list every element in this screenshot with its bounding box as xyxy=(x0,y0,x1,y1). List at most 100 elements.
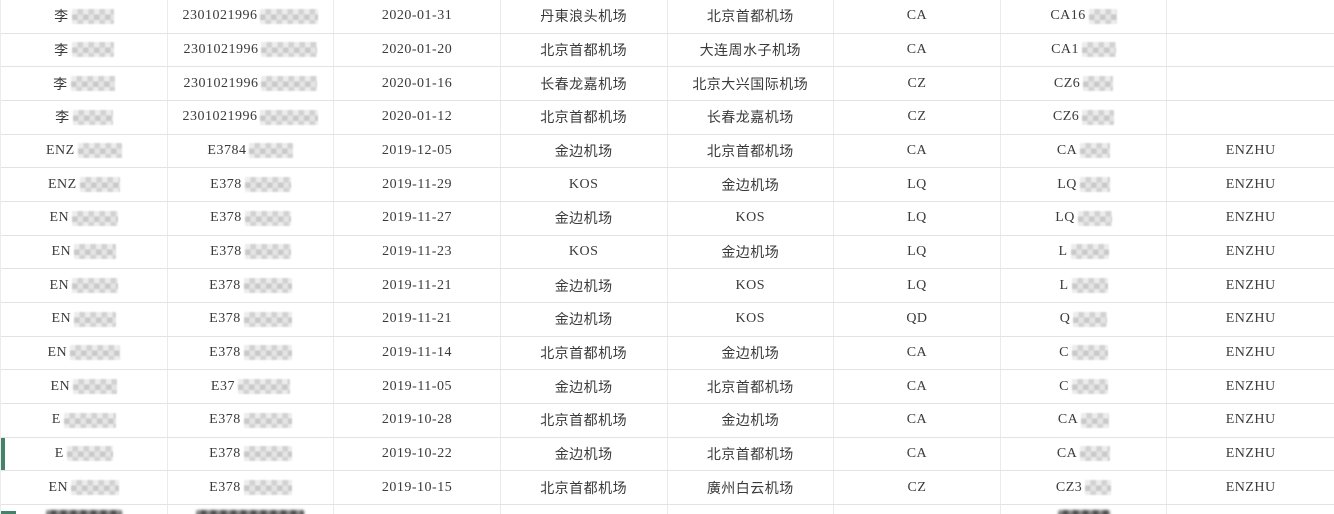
cell-id-number[interactable]: E378 xyxy=(168,168,335,201)
cell-passenger-code[interactable] xyxy=(1167,34,1334,67)
cell-flight-number[interactable]: C xyxy=(1001,336,1168,370)
cell-airline-code[interactable]: CA xyxy=(834,0,1001,33)
cell-flight-date[interactable]: 2020-01-16 xyxy=(334,67,501,100)
cell-name[interactable]: 李 xyxy=(1,67,168,100)
cell-id-number[interactable]: E378 xyxy=(168,201,335,235)
cell-id-number[interactable]: 2301021996 xyxy=(168,67,335,100)
cell-id-number[interactable]: E378 xyxy=(168,471,335,504)
cell-arrival-airport[interactable]: 北京首都机场 xyxy=(668,437,835,471)
cell-departure-airport[interactable]: 北京首都机场 xyxy=(501,33,668,67)
cell-departure-airport[interactable]: 金边机场 xyxy=(501,201,668,235)
cell-passenger-code[interactable]: ENZHU xyxy=(1167,236,1334,269)
cell-flight-date[interactable]: 2019-11-27 xyxy=(334,201,501,235)
cell-flight-number[interactable]: LQ xyxy=(1001,201,1168,235)
cell-passenger-code[interactable]: ENZHU xyxy=(1167,438,1334,471)
cell-name[interactable]: 李 xyxy=(1,33,168,67)
cell-departure-airport[interactable]: 北京首都机场 xyxy=(501,471,668,504)
cell-airline-code[interactable]: LQ xyxy=(834,201,1001,235)
cell-id-number[interactable]: E378 xyxy=(168,269,335,302)
cell-name[interactable]: 李 xyxy=(1,0,168,33)
cell-flight-date[interactable]: 2019-10-15 xyxy=(334,471,501,504)
cell-departure-airport[interactable]: 金边机场 xyxy=(501,269,668,302)
cell-departure-airport[interactable]: 金边机场 xyxy=(501,370,668,403)
cell-id-number[interactable]: E378 xyxy=(168,437,335,471)
cell-flight-date[interactable]: 2019-11-21 xyxy=(334,269,501,302)
cell-flight-date[interactable]: 2020-01-12 xyxy=(334,100,501,134)
cell-departure-airport[interactable]: KOS xyxy=(501,168,668,201)
cell-flight-number[interactable]: L xyxy=(1001,269,1168,302)
cell-id-number[interactable]: 2301021996 xyxy=(168,33,335,67)
cell-id-number[interactable]: 2301021996 xyxy=(168,0,335,33)
cell-name[interactable]: E xyxy=(1,403,168,437)
cell-airline-code[interactable]: CZ xyxy=(834,471,1001,504)
cell-name[interactable]: EN xyxy=(1,201,168,235)
cell-name[interactable]: ENZ xyxy=(1,134,168,168)
cell-id-number[interactable]: E378 xyxy=(168,403,335,437)
cell-arrival-airport[interactable]: 北京首都机场 xyxy=(668,134,835,168)
cell-flight-date[interactable]: 2019-11-29 xyxy=(334,168,501,201)
cell-name[interactable]: E xyxy=(1,437,168,471)
cell-name[interactable]: ENZ xyxy=(1,168,168,201)
cell-departure-airport[interactable]: 长春龙嘉机场 xyxy=(501,67,668,100)
cell-airline-code[interactable]: CA xyxy=(834,370,1001,403)
cell-flight-number[interactable]: LQ xyxy=(1001,168,1168,201)
cell-flight-date[interactable]: 2020-01-20 xyxy=(334,33,501,67)
cell-airline-code[interactable]: QD xyxy=(834,302,1001,336)
cell-departure-airport[interactable]: 金边机场 xyxy=(501,134,668,168)
cell-arrival-airport[interactable]: 廣州白云机场 xyxy=(668,471,835,504)
cell-id-number[interactable]: E3784 xyxy=(168,134,335,168)
cell-name[interactable]: EN xyxy=(1,336,168,370)
cell-departure-airport[interactable]: 丹東浪头机场 xyxy=(501,0,668,33)
cell-airline-code[interactable]: CA xyxy=(834,336,1001,370)
cell-passenger-code[interactable]: ENZHU xyxy=(1167,471,1334,504)
cell-name[interactable]: EN xyxy=(1,235,168,269)
cell-flight-date[interactable]: 2019-11-05 xyxy=(334,370,501,403)
cell-passenger-code[interactable]: ENZHU xyxy=(1167,303,1334,336)
cell-flight-number[interactable]: Q xyxy=(1001,302,1168,336)
cell-flight-date[interactable]: 2019-11-21 xyxy=(334,302,501,336)
cell-name[interactable]: EN xyxy=(1,302,168,336)
cell-flight-date[interactable]: 2019-11-23 xyxy=(334,235,501,269)
cell-flight-number[interactable]: CZ6 xyxy=(1001,100,1168,134)
cell-name[interactable]: 李 xyxy=(1,100,168,134)
cell-arrival-airport[interactable]: 金边机场 xyxy=(668,168,835,201)
cell-id-number[interactable]: E378 xyxy=(168,235,335,269)
cell-flight-number[interactable]: CA16 xyxy=(1001,0,1168,33)
cell-airline-code[interactable]: CA xyxy=(834,403,1001,437)
cell-arrival-airport[interactable]: 金边机场 xyxy=(668,336,835,370)
cell-passenger-code[interactable]: ENZHU xyxy=(1167,135,1334,168)
cell-airline-code[interactable]: CA xyxy=(834,437,1001,471)
cell-airline-code[interactable]: LQ xyxy=(834,235,1001,269)
cell-arrival-airport[interactable]: 北京首都机场 xyxy=(668,0,835,33)
cell-arrival-airport[interactable]: 北京首都机场 xyxy=(668,370,835,403)
cell-flight-date[interactable]: 2019-12-05 xyxy=(334,134,501,168)
cell-id-number[interactable]: 2301021996 xyxy=(168,100,335,134)
cell-departure-airport[interactable]: 北京首都机场 xyxy=(501,100,668,134)
cell-passenger-code[interactable]: ENZHU xyxy=(1167,370,1334,403)
cell-arrival-airport[interactable]: 金边机场 xyxy=(668,403,835,437)
cell-passenger-code[interactable] xyxy=(1167,101,1334,134)
cell-departure-airport[interactable]: 北京首都机场 xyxy=(501,336,668,370)
cell-flight-number[interactable]: CA xyxy=(1001,403,1168,437)
cell-flight-date[interactable]: 2019-10-28 xyxy=(334,403,501,437)
cell-flight-number[interactable]: CZ3 xyxy=(1001,471,1168,504)
cell-departure-airport[interactable]: 金边机场 xyxy=(501,437,668,471)
cell-arrival-airport[interactable]: 大连周水子机场 xyxy=(668,33,835,67)
cell-name[interactable]: EN xyxy=(1,471,168,504)
cell-flight-number[interactable]: L xyxy=(1001,235,1168,269)
cell-flight-number[interactable]: CA1 xyxy=(1001,33,1168,67)
cell-id-number[interactable]: E378 xyxy=(168,302,335,336)
cell-airline-code[interactable]: LQ xyxy=(834,269,1001,302)
cell-passenger-code[interactable]: ENZHU xyxy=(1167,202,1334,235)
cell-airline-code[interactable]: LQ xyxy=(834,168,1001,201)
cell-id-number[interactable]: E37 xyxy=(168,370,335,403)
cell-passenger-code[interactable]: ENZHU xyxy=(1167,337,1334,370)
cell-id-number[interactable]: E378 xyxy=(168,336,335,370)
cell-name[interactable]: EN xyxy=(1,269,168,302)
cell-departure-airport[interactable]: KOS xyxy=(501,235,668,269)
cell-flight-date[interactable]: 2019-11-14 xyxy=(334,336,501,370)
cell-passenger-code[interactable] xyxy=(1167,0,1334,33)
cell-passenger-code[interactable]: ENZHU xyxy=(1167,168,1334,201)
cell-flight-number[interactable]: CZ6 xyxy=(1001,67,1168,100)
cell-arrival-airport[interactable]: KOS xyxy=(668,269,835,302)
